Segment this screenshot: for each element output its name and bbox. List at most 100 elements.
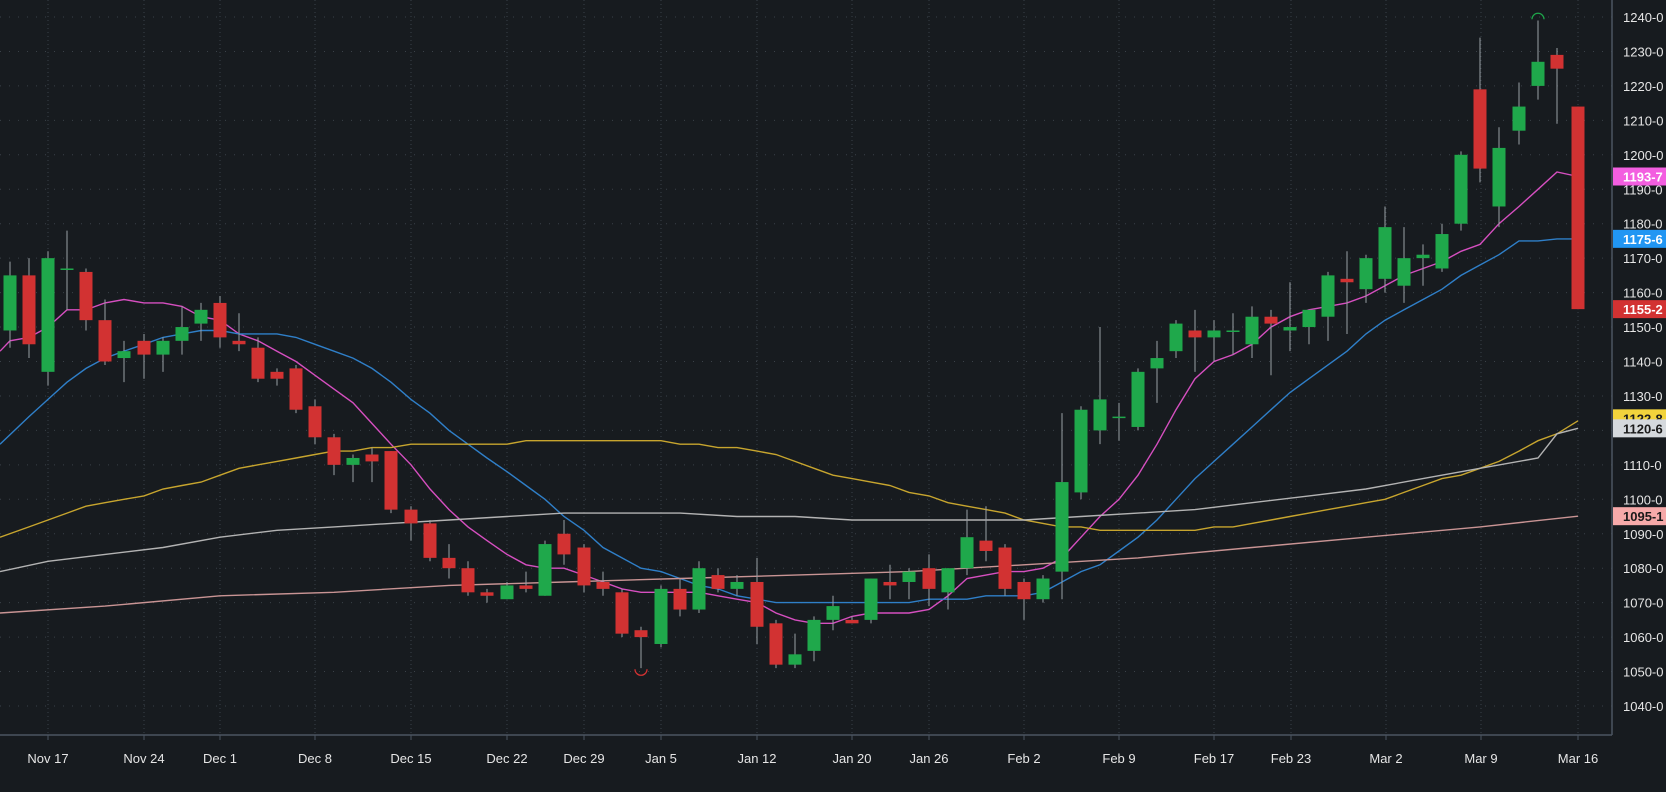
candle-body[interactable] [41,258,55,372]
candle-body[interactable] [1226,330,1240,332]
candle-body[interactable] [3,275,17,331]
candle-body[interactable] [788,654,802,665]
candle-body[interactable] [1321,275,1335,317]
candle-body[interactable] [557,533,571,555]
candle[interactable] [1378,206,1392,293]
candle[interactable] [289,364,303,414]
candle[interactable] [1416,244,1430,286]
candle-body[interactable] [769,623,783,665]
candle-body[interactable] [289,368,303,410]
candle-body[interactable] [98,320,112,362]
candle[interactable] [1571,106,1585,310]
candle-body[interactable] [845,619,859,624]
candle[interactable] [137,333,151,379]
candle[interactable] [1397,227,1411,303]
candle[interactable] [845,616,859,624]
candle-body[interactable] [519,585,533,589]
candle[interactable] [251,337,265,383]
candle-body[interactable] [1131,371,1145,427]
candle-body[interactable] [308,406,322,438]
candle[interactable] [1017,578,1031,620]
candle-body[interactable] [156,340,170,355]
candle-body[interactable] [384,451,398,510]
candle[interactable] [1264,309,1278,376]
candle[interactable] [365,447,379,483]
candle-body[interactable] [538,544,552,596]
candle[interactable] [826,595,840,631]
candle-body[interactable] [730,581,744,589]
candle[interactable] [22,258,36,359]
candle-body[interactable] [194,309,208,324]
candle-body[interactable] [1454,154,1468,224]
candle[interactable] [156,337,170,372]
candle[interactable] [1055,413,1069,600]
candle[interactable] [1531,20,1545,100]
candles[interactable] [3,20,1585,669]
candle-body[interactable] [22,275,36,345]
candle-body[interactable] [117,351,131,359]
candle-body[interactable] [1492,147,1506,207]
candle-body[interactable] [461,568,475,593]
candle-body[interactable] [1435,234,1449,269]
candle-body[interactable] [1359,258,1373,290]
candle-body[interactable] [596,581,610,589]
candle-body[interactable] [1055,482,1069,572]
candle[interactable] [883,564,897,600]
candle-body[interactable] [270,371,284,379]
candle-body[interactable] [1264,316,1278,324]
candle[interactable] [175,306,189,355]
candle[interactable] [41,251,55,386]
candle[interactable] [998,544,1012,596]
candle[interactable] [232,313,246,352]
candle[interactable] [346,454,360,483]
candle[interactable] [1188,309,1202,372]
candle[interactable] [194,302,208,341]
candle[interactable] [979,506,993,562]
candle-body[interactable] [864,578,878,620]
candle-body[interactable] [232,340,246,345]
candle[interactable] [960,509,974,576]
candle-body[interactable] [979,540,993,551]
candle[interactable] [1169,320,1183,359]
candle[interactable] [750,557,764,644]
candle[interactable] [769,619,783,669]
candle[interactable] [384,451,398,514]
candle-body[interactable] [1378,227,1392,279]
candle-body[interactable] [500,585,514,600]
candle[interactable] [864,578,878,624]
candle-body[interactable] [1150,358,1164,369]
candle-body[interactable] [60,268,74,270]
candle[interactable] [1093,327,1107,445]
candle[interactable] [79,268,93,331]
candle[interactable] [1321,271,1335,341]
candle-body[interactable] [692,568,706,610]
candle[interactable] [1207,320,1221,362]
candle-body[interactable] [902,571,916,582]
candle[interactable] [1302,309,1316,345]
candle[interactable] [519,571,533,593]
candle[interactable] [1131,368,1145,431]
candle[interactable] [577,544,591,593]
candle[interactable] [538,540,552,596]
candle-body[interactable] [673,588,687,610]
candle[interactable] [1550,48,1564,124]
candle-body[interactable] [251,347,265,379]
candle[interactable] [807,616,821,662]
candle[interactable] [1245,306,1259,359]
candle-body[interactable] [1245,316,1259,345]
candle-body[interactable] [1340,278,1354,283]
candle[interactable] [213,296,227,348]
candle[interactable] [730,575,744,596]
candle-body[interactable] [1074,409,1088,493]
candle-body[interactable] [634,630,648,638]
candle[interactable] [1340,251,1354,334]
candle-body[interactable] [346,457,360,465]
candle-body[interactable] [750,581,764,627]
candle-body[interactable] [960,537,974,569]
candle[interactable] [270,368,284,386]
candle[interactable] [673,578,687,617]
candle-body[interactable] [1571,106,1585,310]
candle-body[interactable] [998,547,1012,589]
candle-body[interactable] [615,592,629,634]
candle[interactable] [902,568,916,600]
